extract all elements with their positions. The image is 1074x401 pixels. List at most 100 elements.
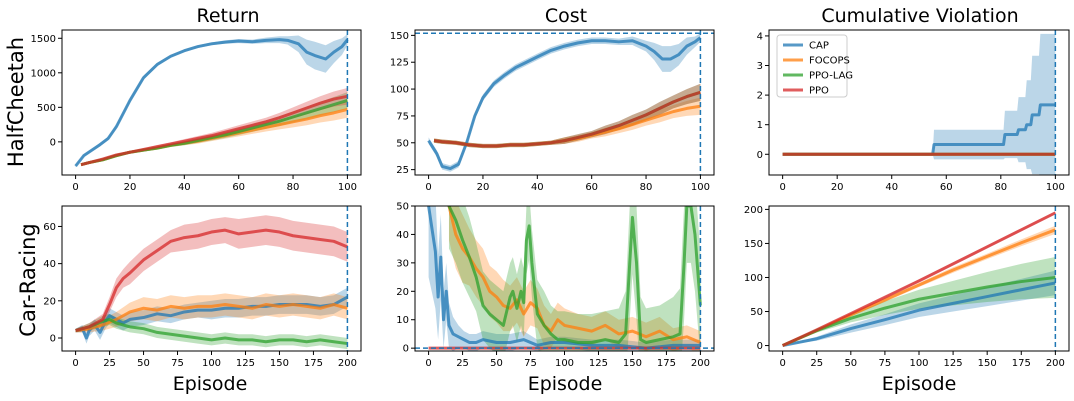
y-tick-label: 2 <box>757 91 763 102</box>
axes-frame <box>61 29 362 176</box>
series-line-cap <box>427 36 702 171</box>
series-line-ppo-lag <box>447 206 702 344</box>
series-line-focops <box>75 303 348 333</box>
x-tick-label: 125 <box>944 358 963 369</box>
x-tick-label: 100 <box>202 358 221 369</box>
panel-1-0: 0 25 50 75 100 125 150 175 200 0 20 40 60 <box>43 205 362 369</box>
x-tick-label: 100 <box>338 182 357 193</box>
x-tick-label: 40 <box>885 182 898 193</box>
y-tick-label: 0 <box>50 333 56 344</box>
x-tick-label: 50 <box>490 358 503 369</box>
series-line-cap <box>782 281 1056 348</box>
y-tick-label: 100 <box>390 85 409 96</box>
x-tick-label: 175 <box>657 358 676 369</box>
panel-0-0-plot-area <box>74 34 349 168</box>
x-tick-label: 0 <box>779 358 785 369</box>
x-tick-label: 50 <box>844 358 857 369</box>
series-line-cap <box>782 103 1056 156</box>
y-tick-label: 50 <box>750 307 763 318</box>
y-tick-label: 25 <box>396 165 409 176</box>
x-tick-label: 100 <box>1046 182 1065 193</box>
x-tick-label: 50 <box>137 358 150 369</box>
y-tick-label: 20 <box>43 296 56 307</box>
band-cap <box>782 33 1056 175</box>
series-line-cap <box>74 38 349 167</box>
x-tick-label: 20 <box>477 182 490 193</box>
y-tick-label: 1000 <box>31 68 56 79</box>
y-tick-label: 60 <box>43 222 56 233</box>
band-ppo-lag <box>782 257 1056 346</box>
band-cap <box>428 33 701 172</box>
x-tick-label: 20 <box>831 182 844 193</box>
row-label-halfcheetah: HalfCheetah <box>4 37 28 167</box>
y-tick-label: 200 <box>744 205 763 216</box>
x-tick-label: 150 <box>978 358 997 369</box>
series-line-ppo <box>433 90 701 148</box>
x-tick-label: 0 <box>72 182 78 193</box>
y-tick-label: 40 <box>43 259 56 270</box>
xlabel-episode-col-2: Episode <box>528 373 603 395</box>
panel-0-1: 0 20 40 60 80 100 25 50 75 100 125 150 <box>390 29 715 193</box>
band-ppo-lag <box>448 206 701 351</box>
x-tick-label: 125 <box>236 358 255 369</box>
x-tick-label: 60 <box>940 182 953 193</box>
x-tick-label: 25 <box>456 358 469 369</box>
band-focops <box>448 206 701 351</box>
panel-1-1-plot-area <box>427 206 702 351</box>
panel-1-1: 0 25 50 75 100 125 150 175 200 0 10 20 30 40 50 <box>396 202 715 369</box>
band-ppo <box>75 215 348 333</box>
x-tick-label: 60 <box>585 182 598 193</box>
panel-1-0-plot-area <box>75 215 349 350</box>
x-tick-label: 20 <box>124 182 137 193</box>
series-line-ppo <box>80 94 348 167</box>
x-tick-label: 40 <box>531 182 544 193</box>
series-line-ppo <box>782 211 1057 347</box>
y-tick-label: 50 <box>396 202 409 213</box>
y-tick-label: 75 <box>396 111 409 122</box>
x-tick-label: 75 <box>879 358 892 369</box>
legend-box <box>776 34 848 98</box>
x-tick-label: 200 <box>691 358 710 369</box>
x-tick-label: 75 <box>171 358 184 369</box>
series-line-ppo-lag <box>75 317 348 346</box>
y-tick-label: 0 <box>50 137 56 148</box>
panel-1-2-plot-area <box>782 211 1057 348</box>
y-tick-label: 10 <box>396 315 409 326</box>
x-tick-label: 75 <box>524 358 537 369</box>
y-tick-label: 150 <box>744 239 763 250</box>
y-tick-label: 500 <box>37 103 56 114</box>
panel-0-1-plot-area <box>427 33 702 172</box>
y-tick-label: 0 <box>403 344 409 355</box>
x-tick-label: 0 <box>779 182 785 193</box>
col-title-return: Return <box>196 5 259 27</box>
x-tick-label: 0 <box>425 182 431 193</box>
series-line-cap <box>427 206 701 350</box>
y-tick-label: 1500 <box>31 34 56 45</box>
x-tick-label: 0 <box>425 358 431 369</box>
legend-label-ppo: PPO <box>809 86 829 97</box>
legend-label-cap: CAP <box>809 41 829 52</box>
band-cap <box>75 287 348 344</box>
series-line-ppo <box>75 228 348 332</box>
y-tick-label: 20 <box>396 287 409 298</box>
legend-label-ppo-lag: PPO-LAG <box>809 71 853 82</box>
x-tick-label: 80 <box>640 182 653 193</box>
series-line-ppo-lag <box>782 275 1056 347</box>
y-tick-label: 100 <box>744 273 763 284</box>
axes-frame <box>768 29 1070 176</box>
y-tick-label: 0 <box>757 341 763 352</box>
x-tick-label: 100 <box>555 358 574 369</box>
col-title-cost: Cost <box>545 5 587 27</box>
xlabel-episode-col-3: Episode <box>882 373 957 395</box>
panel-1-2: 0 25 50 75 100 125 150 175 200 0 50 100 150 200 <box>744 205 1070 369</box>
x-tick-label: 175 <box>304 358 323 369</box>
x-tick-label: 175 <box>1012 358 1031 369</box>
y-tick-label: 30 <box>396 258 409 269</box>
y-tick-label: 3 <box>757 61 763 72</box>
x-tick-label: 40 <box>178 182 191 193</box>
band-cap <box>782 270 1056 346</box>
legend: CAP FOCOPS PPO-LAG PPO <box>776 34 853 98</box>
x-tick-label: 25 <box>103 358 116 369</box>
